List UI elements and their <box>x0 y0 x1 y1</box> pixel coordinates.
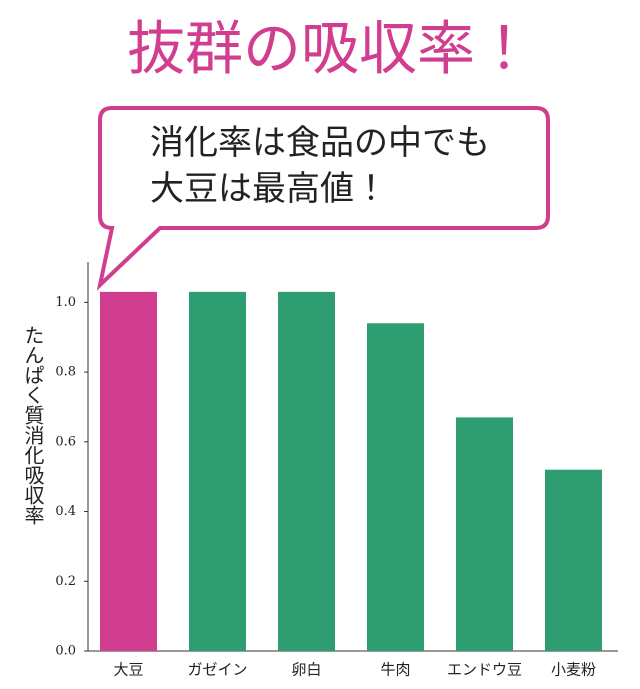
x-tick-label: 大豆 <box>113 661 143 678</box>
x-tick-label: ガゼイン <box>187 661 247 678</box>
y-tick-label: 0.4 <box>55 504 76 519</box>
y-axis-label: たんぱく質消化吸収率 <box>21 325 44 525</box>
callout-box <box>96 106 550 291</box>
bar <box>100 291 157 651</box>
callout-text: 大豆は最高値！ <box>150 170 388 208</box>
y-tick-label: 0.0 <box>55 644 76 659</box>
bar <box>367 323 424 651</box>
bar <box>456 417 513 651</box>
bar <box>189 291 246 651</box>
y-tick-label: 0.8 <box>55 365 76 380</box>
chart-title: 抜群の吸収率！ <box>127 16 533 81</box>
y-tick-label: 1.0 <box>55 295 76 310</box>
y-tick-label: 0.2 <box>55 574 76 589</box>
y-tick-label: 0.6 <box>55 434 76 449</box>
x-tick-label: 小麦粉 <box>551 661 596 678</box>
bar <box>278 291 335 651</box>
callout-text: 消化率は食品の中でも <box>150 124 490 162</box>
bar <box>545 469 602 651</box>
x-tick-label: 牛肉 <box>380 661 410 678</box>
x-tick-label: 卵白 <box>291 661 321 678</box>
x-tick-label: エンドウ豆 <box>447 661 522 678</box>
